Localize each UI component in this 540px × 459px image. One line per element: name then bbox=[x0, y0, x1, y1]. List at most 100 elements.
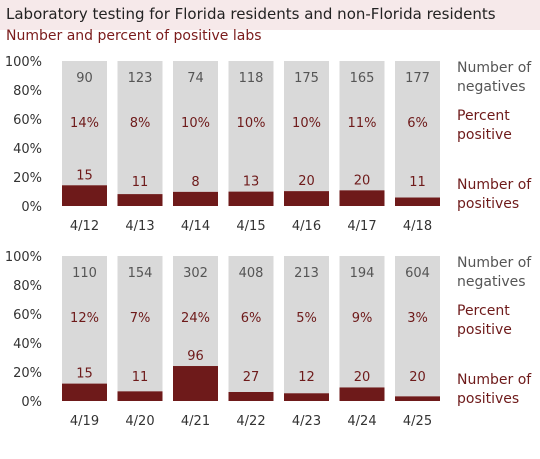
legend-percent-line2: positive bbox=[457, 127, 512, 143]
positives-label: 20 bbox=[298, 174, 315, 189]
bar-negatives bbox=[117, 256, 163, 392]
legend-negatives-line1: Number of bbox=[457, 255, 532, 271]
y-tick-label: 0% bbox=[21, 200, 42, 215]
legend-percent-line1: Percent bbox=[457, 303, 510, 319]
y-tick-label: 80% bbox=[13, 84, 42, 99]
bar-positives bbox=[62, 185, 107, 206]
negatives-label: 194 bbox=[350, 266, 375, 281]
percent-label: 11% bbox=[348, 116, 377, 131]
positives-label: 96 bbox=[187, 349, 204, 364]
percent-label: 7% bbox=[130, 311, 151, 326]
positives-label: 12 bbox=[298, 370, 315, 385]
percent-label: 6% bbox=[407, 116, 428, 131]
bar-positives bbox=[117, 194, 163, 206]
bar-negatives bbox=[284, 256, 329, 394]
legend-negatives-line1: Number of bbox=[457, 60, 532, 76]
legend-percent-line2: positive bbox=[457, 322, 512, 338]
x-tick-label: 4/19 bbox=[70, 414, 99, 429]
positives-label: 20 bbox=[409, 370, 426, 385]
y-tick-label: 0% bbox=[21, 395, 42, 410]
bar-positives bbox=[284, 191, 329, 206]
y-tick-label: 100% bbox=[5, 55, 42, 70]
negatives-label: 165 bbox=[350, 71, 375, 86]
percent-label: 10% bbox=[292, 116, 321, 131]
bar-positives bbox=[395, 197, 440, 206]
positives-label: 13 bbox=[243, 175, 260, 190]
x-tick-label: 4/22 bbox=[236, 414, 265, 429]
bar-positives bbox=[339, 190, 385, 206]
negatives-label: 604 bbox=[405, 266, 430, 281]
legend-negatives-line2: negatives bbox=[457, 79, 526, 95]
negatives-label: 408 bbox=[239, 266, 264, 281]
bar-negatives bbox=[284, 61, 329, 192]
bar-negatives bbox=[228, 61, 274, 192]
percent-label: 12% bbox=[70, 311, 99, 326]
negatives-label: 74 bbox=[187, 71, 204, 86]
x-tick-label: 4/13 bbox=[125, 219, 154, 234]
bar-positives bbox=[117, 391, 163, 401]
positives-label: 11 bbox=[132, 175, 149, 190]
bar-negatives bbox=[117, 61, 163, 195]
legend-positives-line2: positives bbox=[457, 391, 519, 407]
bar-negatives bbox=[339, 256, 385, 388]
y-tick-label: 40% bbox=[13, 142, 42, 157]
bar-negatives bbox=[228, 256, 274, 392]
bar-negatives bbox=[395, 256, 440, 397]
legend-positives-line1: Number of bbox=[457, 372, 532, 388]
y-tick-label: 20% bbox=[13, 366, 42, 381]
y-tick-label: 60% bbox=[13, 113, 42, 128]
bar-negatives bbox=[173, 256, 218, 367]
negatives-label: 90 bbox=[76, 71, 93, 86]
x-tick-label: 4/24 bbox=[347, 414, 376, 429]
percent-label: 10% bbox=[237, 116, 266, 131]
negatives-label: 110 bbox=[72, 266, 97, 281]
negatives-label: 154 bbox=[128, 266, 153, 281]
positives-label: 8 bbox=[191, 175, 199, 190]
bar-positives bbox=[228, 392, 274, 401]
legend-negatives-line2: negatives bbox=[457, 274, 526, 290]
positives-label: 15 bbox=[76, 168, 93, 183]
y-tick-label: 60% bbox=[13, 308, 42, 323]
percent-label: 5% bbox=[296, 311, 317, 326]
bar-positives bbox=[173, 191, 218, 206]
y-tick-label: 100% bbox=[5, 250, 42, 265]
percent-label: 9% bbox=[352, 311, 373, 326]
negatives-label: 302 bbox=[183, 266, 208, 281]
bar-negatives bbox=[339, 61, 385, 191]
bar-positives bbox=[284, 393, 329, 401]
positives-label: 27 bbox=[243, 370, 260, 385]
negatives-label: 177 bbox=[405, 71, 430, 86]
x-tick-label: 4/17 bbox=[347, 219, 376, 234]
bar-positives bbox=[228, 191, 274, 206]
negatives-label: 213 bbox=[294, 266, 319, 281]
bar-negatives bbox=[173, 61, 218, 192]
y-tick-label: 40% bbox=[13, 337, 42, 352]
negatives-label: 175 bbox=[294, 71, 319, 86]
percent-label: 6% bbox=[241, 311, 262, 326]
positives-label: 20 bbox=[354, 173, 371, 188]
chart-subtitle: Number and percent of positive labs bbox=[6, 28, 262, 44]
positives-label: 20 bbox=[354, 370, 371, 385]
x-tick-label: 4/20 bbox=[125, 414, 154, 429]
bar-positives bbox=[62, 383, 107, 401]
x-tick-label: 4/12 bbox=[70, 219, 99, 234]
bar-positives bbox=[173, 366, 218, 401]
percent-label: 24% bbox=[181, 311, 210, 326]
positives-label: 11 bbox=[409, 175, 426, 190]
y-tick-label: 20% bbox=[13, 171, 42, 186]
legend-positives-line2: positives bbox=[457, 196, 519, 212]
x-tick-label: 4/15 bbox=[236, 219, 265, 234]
x-tick-label: 4/16 bbox=[292, 219, 321, 234]
x-tick-label: 4/21 bbox=[181, 414, 210, 429]
percent-label: 14% bbox=[70, 116, 99, 131]
percent-label: 3% bbox=[407, 311, 428, 326]
positives-label: 15 bbox=[76, 367, 93, 382]
x-tick-label: 4/23 bbox=[292, 414, 321, 429]
bar-negatives bbox=[395, 61, 440, 198]
x-tick-label: 4/25 bbox=[403, 414, 432, 429]
y-tick-label: 80% bbox=[13, 279, 42, 294]
x-tick-label: 4/18 bbox=[403, 219, 432, 234]
bar-negatives bbox=[62, 256, 107, 384]
percent-label: 8% bbox=[130, 116, 151, 131]
